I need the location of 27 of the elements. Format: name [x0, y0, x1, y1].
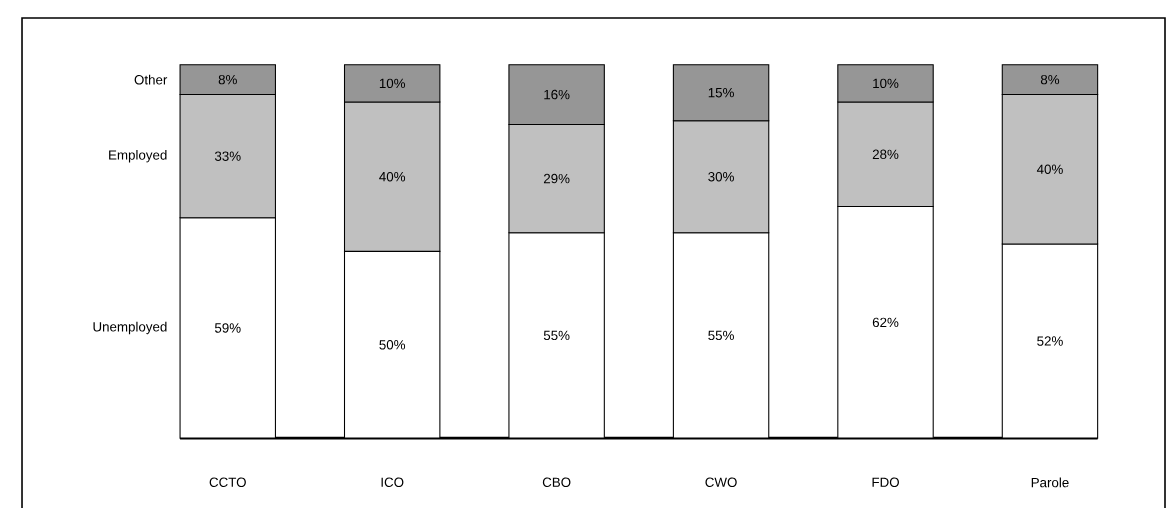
- data-label: 8%: [218, 74, 237, 85]
- x-tick-label: Parole: [1031, 477, 1069, 488]
- data-label: 29%: [543, 173, 570, 184]
- data-label: 55%: [543, 330, 570, 341]
- data-label: 52%: [1037, 336, 1063, 346]
- data-label: 8%: [1040, 74, 1060, 85]
- x-tick-label: CBO: [542, 477, 571, 487]
- data-label: 10%: [379, 78, 406, 89]
- data-label: 33%: [214, 151, 241, 161]
- x-tick-label: CCTO: [209, 477, 246, 487]
- data-label: 15%: [708, 87, 734, 98]
- data-label: 55%: [708, 330, 734, 341]
- x-tick-label: FDO: [872, 477, 899, 487]
- series-label: Employed: [109, 149, 167, 163]
- data-label: 62%: [872, 317, 899, 328]
- data-label: 50%: [379, 339, 406, 350]
- data-label: 40%: [379, 171, 406, 182]
- data-label: 16%: [544, 89, 570, 100]
- series-label: Other: [134, 74, 168, 85]
- x-tick-label: CWO: [705, 477, 737, 487]
- data-label: 10%: [873, 78, 899, 89]
- data-label: 40%: [1036, 164, 1063, 174]
- data-label: 30%: [708, 171, 734, 182]
- x-tick-label: ICO: [381, 477, 404, 487]
- data-label: 28%: [872, 149, 899, 159]
- series-label: Unemployed: [93, 321, 167, 335]
- data-label: 59%: [214, 323, 241, 333]
